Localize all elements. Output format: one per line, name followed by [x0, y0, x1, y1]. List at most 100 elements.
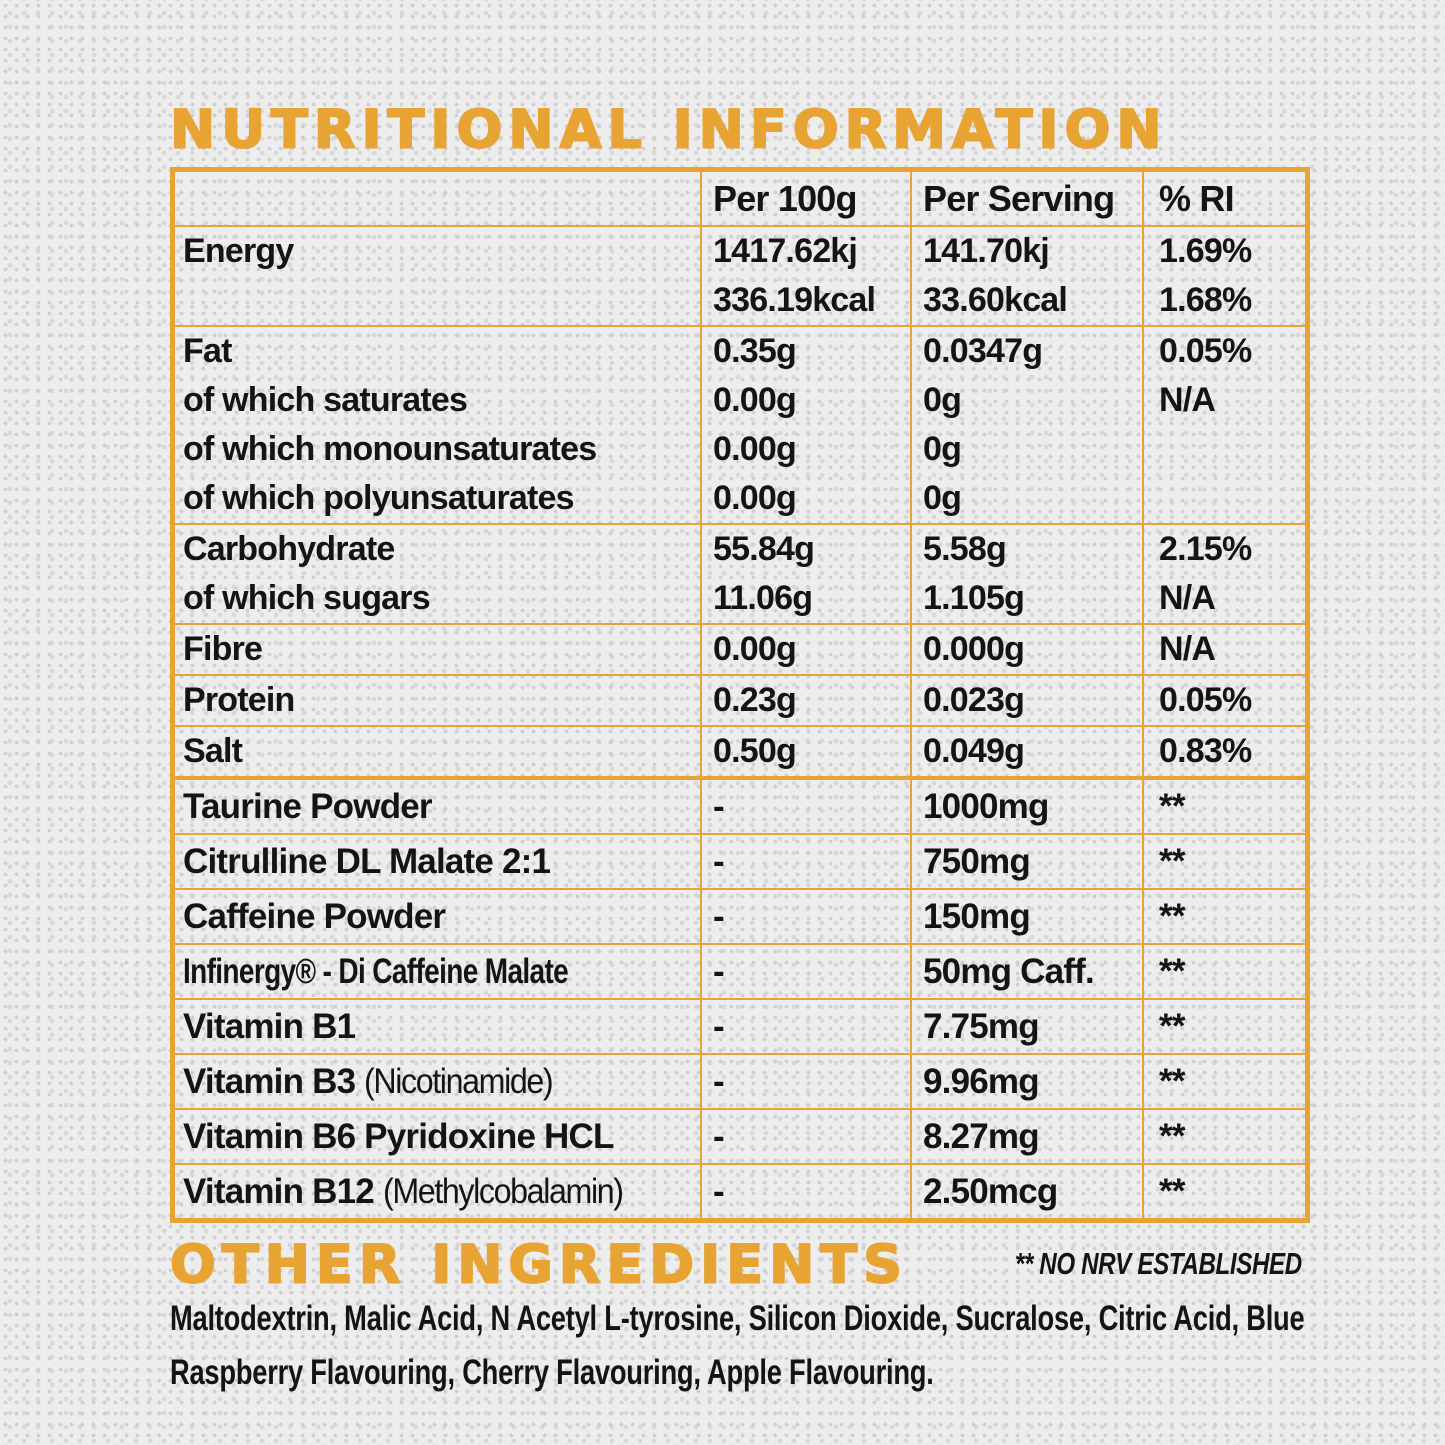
value-percent-ri	[1142, 474, 1305, 523]
table-row-group: Vitamin B12 (Methylcobalamin) -2.50mcg **	[175, 1163, 1305, 1218]
table-row: Protein 0.23g 0.023g 0.05%	[175, 676, 1305, 725]
value-per-100g: 0.00g	[700, 425, 910, 474]
value-per-serving: 1.105g	[910, 574, 1142, 623]
row-label: Vitamin B3 (Nicotinamide)	[183, 1061, 554, 1101]
table-row-group: Vitamin B6 Pyridoxine HCL -8.27mg **	[175, 1108, 1305, 1163]
value-per-100g: -	[700, 945, 910, 998]
table-row: Vitamin B6 Pyridoxine HCL -8.27mg **	[175, 1110, 1305, 1163]
row-label: Caffeine Powder	[183, 896, 446, 936]
value-per-serving: 750mg	[910, 835, 1142, 888]
value-percent-ri: **	[1142, 1110, 1305, 1163]
table-row: Salt 0.50g 0.049g 0.83%	[175, 727, 1305, 776]
value-per-serving: 33.60kcal	[910, 276, 1142, 325]
value-percent-ri: 0.05%	[1142, 676, 1305, 725]
row-label: of which saturates	[183, 381, 468, 419]
row-label: Salt	[183, 732, 243, 770]
row-label: Fat	[183, 332, 232, 370]
value-per-100g: 1417.62kj	[700, 227, 910, 276]
table-row: Energy 1417.62kj 141.70kj 1.69%	[175, 227, 1305, 276]
other-ingredients-text: Maltodextrin, Malic Acid, N Acetyl L-tyr…	[170, 1299, 1305, 1392]
value-per-100g: -	[700, 1165, 910, 1218]
value-percent-ri: **	[1142, 1055, 1305, 1108]
table-row: Vitamin B1 -7.75mg **	[175, 1000, 1305, 1053]
value-per-100g: 0.23g	[700, 676, 910, 725]
table-row-group: Fat 0.35g 0.0347g 0.05% of which saturates 0.…	[175, 325, 1305, 523]
table-row-group: Caffeine Powder -150mg **	[175, 888, 1305, 943]
value-percent-ri: **	[1142, 1000, 1305, 1053]
value-percent-ri: **	[1142, 1165, 1305, 1218]
table-row: Citrulline DL Malate 2:1 -750mg **	[175, 835, 1305, 888]
value-percent-ri: **	[1142, 780, 1305, 833]
value-per-100g: -	[700, 780, 910, 833]
value-per-100g: -	[700, 890, 910, 943]
table-row: Fat 0.35g 0.0347g 0.05%	[175, 327, 1305, 376]
table-row-group: Carbohydrate 55.84g 5.58g 2.15% of which sug…	[175, 523, 1305, 623]
table-header-row: Per 100g Per Serving % RI	[175, 172, 1305, 225]
row-label: Infinergy® - Di Caffeine Malate	[183, 951, 569, 991]
value-per-serving: 0g	[910, 474, 1142, 523]
header-per-100g: Per 100g	[700, 172, 910, 225]
value-per-serving: 8.27mg	[910, 1110, 1142, 1163]
value-per-serving: 141.70kj	[910, 227, 1142, 276]
value-per-serving: 0.049g	[910, 727, 1142, 776]
table-row-group: Energy 1417.62kj 141.70kj 1.69% 336.19kcal 33…	[175, 225, 1305, 325]
value-percent-ri: 0.83%	[1142, 727, 1305, 776]
row-label: Fibre	[183, 630, 263, 668]
value-per-100g: -	[700, 835, 910, 888]
table-row-group: Vitamin B1 -7.75mg **	[175, 998, 1305, 1053]
value-per-serving: 150mg	[910, 890, 1142, 943]
value-per-100g: -	[700, 1055, 910, 1108]
row-label-note: (Nicotinamide)	[364, 1061, 554, 1101]
table-row-group: Infinergy® - Di Caffeine Malate -50mg Caf…	[175, 943, 1305, 998]
row-label: of which polyunsaturates	[183, 479, 575, 517]
row-label: Vitamin B12 (Methylcobalamin)	[183, 1171, 624, 1211]
value-per-100g: 0.00g	[700, 376, 910, 425]
row-label-note: (Methylcobalamin)	[382, 1171, 624, 1211]
table-row-group: Fibre 0.00g 0.000g N/A	[175, 623, 1305, 674]
row-label: of which sugars	[183, 579, 431, 617]
table-row: of which saturates 0.00g 0g N/A	[175, 376, 1305, 425]
table-row: of which polyunsaturates 0.00g 0g	[175, 474, 1305, 523]
nutrition-table: Per 100g Per Serving % RI Energy 1417.62k…	[170, 167, 1310, 1223]
value-per-serving: 0.0347g	[910, 327, 1142, 376]
table-row: Vitamin B3 (Nicotinamide) -9.96mg **	[175, 1055, 1305, 1108]
table-body: Energy 1417.62kj 141.70kj 1.69% 336.19kcal 33…	[175, 225, 1305, 1218]
table-row: 336.19kcal 33.60kcal 1.68%	[175, 276, 1305, 325]
value-per-100g: 336.19kcal	[700, 276, 910, 325]
row-label	[175, 276, 700, 325]
page-title: NUTRITIONAL INFORMATION	[169, 99, 1168, 161]
value-percent-ri: **	[1142, 945, 1305, 998]
value-per-100g: 0.00g	[700, 474, 910, 523]
value-percent-ri: N/A	[1142, 574, 1305, 623]
table-row-group: Taurine Powder -1000mg **	[175, 776, 1305, 833]
value-percent-ri: **	[1142, 835, 1305, 888]
value-per-100g: 0.50g	[700, 727, 910, 776]
value-per-serving: 5.58g	[910, 525, 1142, 574]
value-per-serving: 2.50mcg	[910, 1165, 1142, 1218]
value-per-serving: 7.75mg	[910, 1000, 1142, 1053]
header-blank	[175, 172, 700, 225]
row-label: of which monounsaturates	[183, 430, 597, 468]
header-percent-ri: % RI	[1142, 172, 1305, 225]
table-row: Infinergy® - Di Caffeine Malate -50mg Caf…	[175, 945, 1305, 998]
value-per-100g: 11.06g	[700, 574, 910, 623]
value-percent-ri: 2.15%	[1142, 525, 1305, 574]
row-label: Citrulline DL Malate 2:1	[183, 841, 551, 881]
value-per-serving: 0g	[910, 376, 1142, 425]
table-row: Fibre 0.00g 0.000g N/A	[175, 625, 1305, 674]
value-per-100g: -	[700, 1000, 910, 1053]
table-row-group: Vitamin B3 (Nicotinamide) -9.96mg **	[175, 1053, 1305, 1108]
value-per-serving: 0.000g	[910, 625, 1142, 674]
value-percent-ri: 1.69%	[1142, 227, 1305, 276]
row-label: Protein	[183, 681, 295, 719]
value-percent-ri	[1142, 425, 1305, 474]
value-per-serving: 0.023g	[910, 676, 1142, 725]
nrv-footnote: ** NO NRV ESTABLISHED	[1015, 1246, 1302, 1281]
value-per-100g: -	[700, 1110, 910, 1163]
other-ingredients-heading: OTHER INGREDIENTS	[169, 1234, 909, 1296]
value-percent-ri: 1.68%	[1142, 276, 1305, 325]
table-row: Vitamin B12 (Methylcobalamin) -2.50mcg **	[175, 1165, 1305, 1218]
value-percent-ri: N/A	[1142, 625, 1305, 674]
row-label: Vitamin B1	[183, 1006, 356, 1046]
